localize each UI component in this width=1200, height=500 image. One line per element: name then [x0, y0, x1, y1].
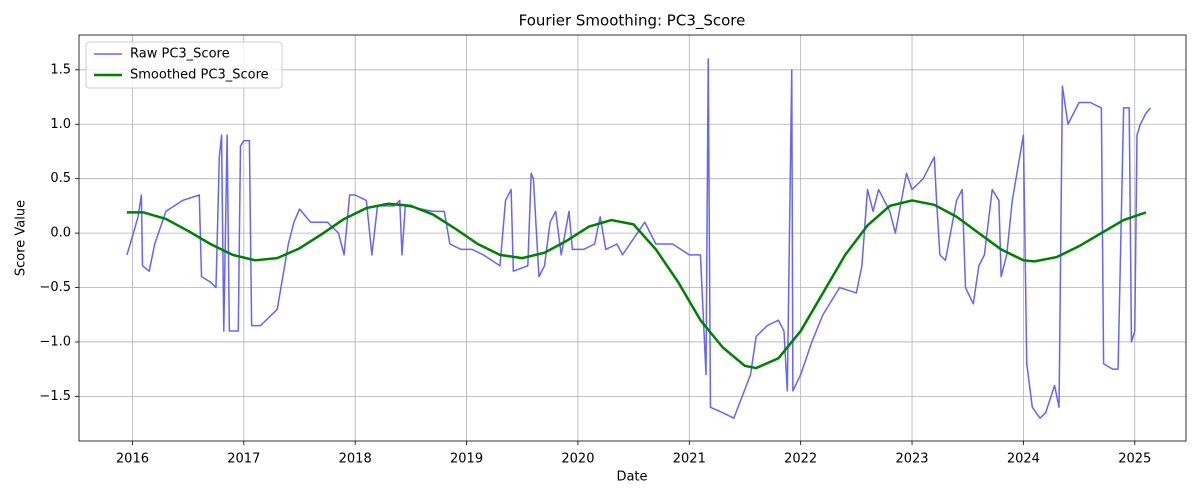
grid — [79, 35, 1186, 441]
y-tick-label: −1.0 — [39, 334, 71, 349]
x-tick-label: 2025 — [1118, 452, 1151, 467]
x-axis-label: Date — [616, 470, 647, 485]
y-tick-label: 1.0 — [50, 117, 71, 132]
x-tick-label: 2016 — [116, 452, 149, 467]
x-tick-label: 2023 — [895, 452, 928, 467]
x-tick-label: 2018 — [339, 452, 372, 467]
x-tick-label: 2020 — [561, 452, 594, 467]
x-tick-label: 2019 — [450, 452, 483, 467]
legend-label: Smoothed PC3_Score — [130, 68, 269, 83]
legend-label: Raw PC3_Score — [130, 47, 230, 62]
series-line — [126, 58, 1151, 419]
plot-frame — [78, 34, 1187, 442]
series-line — [126, 199, 1147, 370]
y-tick-label: 0.5 — [50, 171, 71, 186]
y-tick-label: −0.5 — [39, 280, 71, 295]
x-tick-label: 2021 — [673, 452, 706, 467]
y-tick-label: 0.0 — [50, 226, 71, 241]
y-axis-label: Score Value — [14, 200, 29, 276]
legend-box — [85, 41, 283, 89]
chart-title: Fourier Smoothing: PC3_Score — [519, 12, 746, 31]
x-tick-label: 2024 — [1007, 452, 1040, 467]
x-tick-label: 2017 — [227, 452, 260, 467]
x-tick-label: 2022 — [784, 452, 817, 467]
y-tick-label: −1.5 — [39, 389, 71, 404]
y-tick-label: 1.5 — [50, 62, 71, 77]
